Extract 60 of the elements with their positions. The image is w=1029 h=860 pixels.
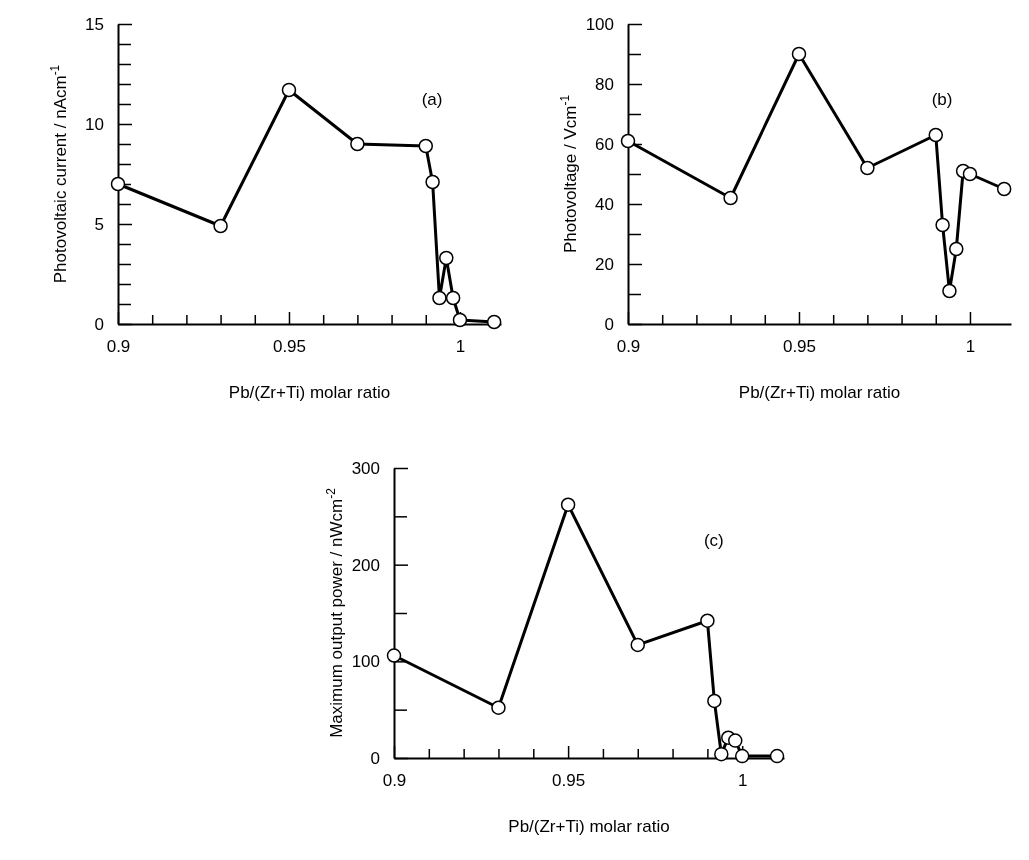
point <box>734 748 750 764</box>
x-axis-title: Pb/(Zr+Ti) molar ratio <box>228 383 391 402</box>
x-tick-label: 0.95 <box>552 771 586 791</box>
point <box>942 283 957 299</box>
x-tick-label: 0.95 <box>272 337 307 357</box>
annotation: (a) <box>421 90 443 109</box>
annotation: (c) <box>703 531 724 551</box>
point <box>962 166 978 182</box>
point <box>452 312 468 328</box>
y-tick-label: 300 <box>351 458 380 478</box>
x-tick-label: 1 <box>737 771 748 791</box>
y-tick-label: 80 <box>595 74 614 94</box>
x-axis-title: Pb/(Zr+Ti) molar ratio <box>508 817 670 836</box>
x-axis-title: Pb/(Zr+Ti) molar ratio <box>738 383 901 402</box>
point <box>769 748 785 764</box>
point <box>707 693 722 709</box>
point <box>432 290 447 306</box>
point <box>714 746 729 762</box>
annotation: (b) <box>931 90 953 109</box>
y-tick-label: 200 <box>351 555 380 575</box>
y-tick-label: 5 <box>94 214 104 234</box>
x-tick-label: 0.9 <box>616 337 641 357</box>
x-tick-label: 0.95 <box>782 337 817 357</box>
point <box>560 497 576 512</box>
point <box>935 217 950 233</box>
y-tick-label: 0 <box>94 314 104 334</box>
point <box>723 190 738 206</box>
y-tick-label: 60 <box>595 134 614 154</box>
point <box>386 648 402 663</box>
point <box>630 637 645 653</box>
point <box>350 136 365 152</box>
point <box>439 250 454 266</box>
point <box>700 613 715 628</box>
x-tick-label: 0.9 <box>382 771 407 791</box>
y-tick-label: 100 <box>351 652 380 672</box>
point <box>486 314 502 330</box>
y-tick-label: 10 <box>85 114 104 134</box>
point <box>418 138 434 154</box>
y-tick-label: 20 <box>595 254 614 274</box>
point <box>425 174 440 190</box>
point <box>620 133 636 149</box>
y-tick-label: 0 <box>604 314 614 334</box>
point <box>996 181 1012 197</box>
y-tick-label: 40 <box>595 194 614 214</box>
y-tick-label: 100 <box>585 14 614 34</box>
point <box>213 218 228 234</box>
point <box>728 733 743 748</box>
x-tick-label: 1 <box>965 337 976 357</box>
point <box>491 700 506 715</box>
point <box>791 46 807 62</box>
y-tick-label: 15 <box>85 14 104 34</box>
point <box>110 176 126 192</box>
x-tick-label: 0.9 <box>106 337 131 357</box>
point <box>860 160 875 176</box>
point <box>445 290 461 306</box>
point <box>281 82 297 98</box>
y-tick-label: 0 <box>370 748 380 768</box>
point <box>928 127 944 143</box>
point <box>949 241 964 257</box>
x-tick-label: 1 <box>455 337 466 357</box>
